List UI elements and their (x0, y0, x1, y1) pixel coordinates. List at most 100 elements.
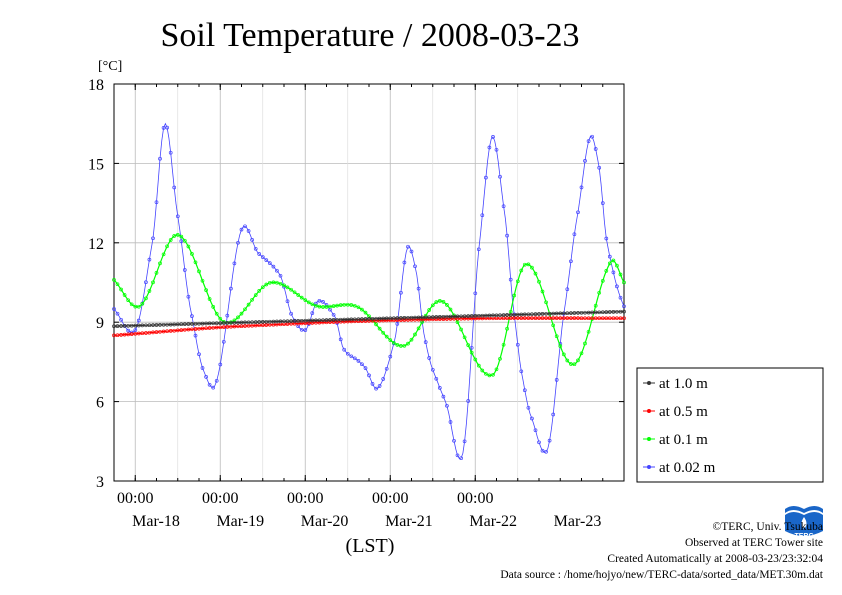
copyright-text: ©TERC, Univ. Tsukuba (712, 521, 823, 533)
data-point (253, 246, 258, 251)
data-point (232, 320, 237, 325)
data-point (239, 227, 244, 232)
data-point (508, 277, 513, 282)
data-point (544, 449, 548, 454)
data-point (445, 317, 449, 321)
data-point (381, 330, 386, 335)
grid-lines (114, 84, 624, 481)
data-point (615, 284, 619, 289)
data-point (151, 280, 155, 285)
data-point (430, 367, 435, 372)
data-point (565, 287, 570, 292)
data-point (600, 201, 605, 205)
data-point (476, 316, 481, 321)
data-point (338, 303, 343, 307)
data-point (533, 271, 538, 276)
data-point (122, 324, 127, 328)
data-point (459, 314, 463, 319)
data-point (565, 311, 570, 316)
data-point (275, 319, 279, 324)
data-point (257, 320, 262, 324)
data-point (522, 316, 527, 320)
data-point (381, 377, 386, 381)
data-point (271, 264, 276, 269)
data-point (236, 315, 240, 320)
data-point (607, 261, 612, 266)
data-point (473, 291, 478, 296)
data-point (236, 240, 240, 245)
data-point (306, 321, 311, 325)
data-point (476, 247, 481, 252)
data-point (129, 323, 134, 328)
series-line (113, 122, 625, 460)
data-point (190, 314, 194, 318)
data-point (303, 321, 308, 326)
data-point (133, 328, 138, 332)
data-point (423, 317, 428, 322)
data-point (399, 290, 403, 295)
data-point (579, 316, 584, 321)
data-point (296, 321, 301, 326)
data-point (473, 314, 478, 318)
data-point (459, 456, 463, 461)
data-point (338, 317, 343, 322)
data-point (285, 319, 290, 324)
data-point (430, 317, 435, 322)
data-point (236, 324, 240, 329)
y-tick-label: 9 (96, 315, 104, 332)
plot-frame (113, 83, 625, 482)
data-point (558, 316, 563, 320)
data-point (420, 320, 424, 324)
data-point (349, 354, 354, 359)
data-point (299, 295, 304, 300)
data-point (476, 313, 481, 318)
series-line (113, 317, 624, 336)
data-point (207, 321, 212, 326)
data-point (370, 382, 375, 386)
data-point (154, 330, 159, 334)
data-point (537, 440, 541, 445)
data-point (522, 262, 527, 267)
x-axis-ticks: 00:00 00:00 00:00 00:00 00:00 Mar-18 Mar-19 Mar… (113, 84, 625, 530)
data-point (604, 316, 609, 321)
data-point (197, 352, 201, 357)
data-point (469, 314, 474, 318)
data-point (367, 317, 371, 321)
data-point (530, 316, 534, 320)
data-point (144, 280, 148, 285)
data-point (172, 185, 177, 190)
data-point (345, 317, 350, 322)
data-point (328, 304, 332, 309)
data-point (576, 316, 580, 320)
data-point (360, 362, 364, 367)
data-point (175, 233, 180, 237)
data-point (253, 293, 258, 297)
data-point (165, 322, 169, 327)
data-point (200, 366, 205, 370)
data-point (271, 280, 276, 285)
data-point (211, 385, 216, 390)
data-point (193, 321, 198, 326)
x-date-label: Mar-20 (301, 513, 349, 530)
data-point (611, 258, 616, 263)
data-point (250, 297, 254, 302)
data-point (122, 293, 127, 297)
data-point (158, 329, 162, 334)
data-point (572, 362, 577, 367)
data-point (112, 324, 116, 329)
data-point (321, 300, 325, 304)
data-point (413, 332, 417, 337)
data-point (590, 310, 594, 315)
data-point (204, 321, 208, 326)
data-point (469, 316, 474, 321)
data-point (119, 324, 123, 328)
data-point (491, 372, 495, 377)
data-point (165, 125, 169, 130)
data-point (572, 232, 577, 237)
data-point (186, 244, 191, 249)
data-point (618, 295, 623, 300)
data-point (554, 378, 559, 382)
data-point (611, 310, 616, 314)
data-point (179, 234, 184, 239)
data-point (377, 384, 382, 388)
